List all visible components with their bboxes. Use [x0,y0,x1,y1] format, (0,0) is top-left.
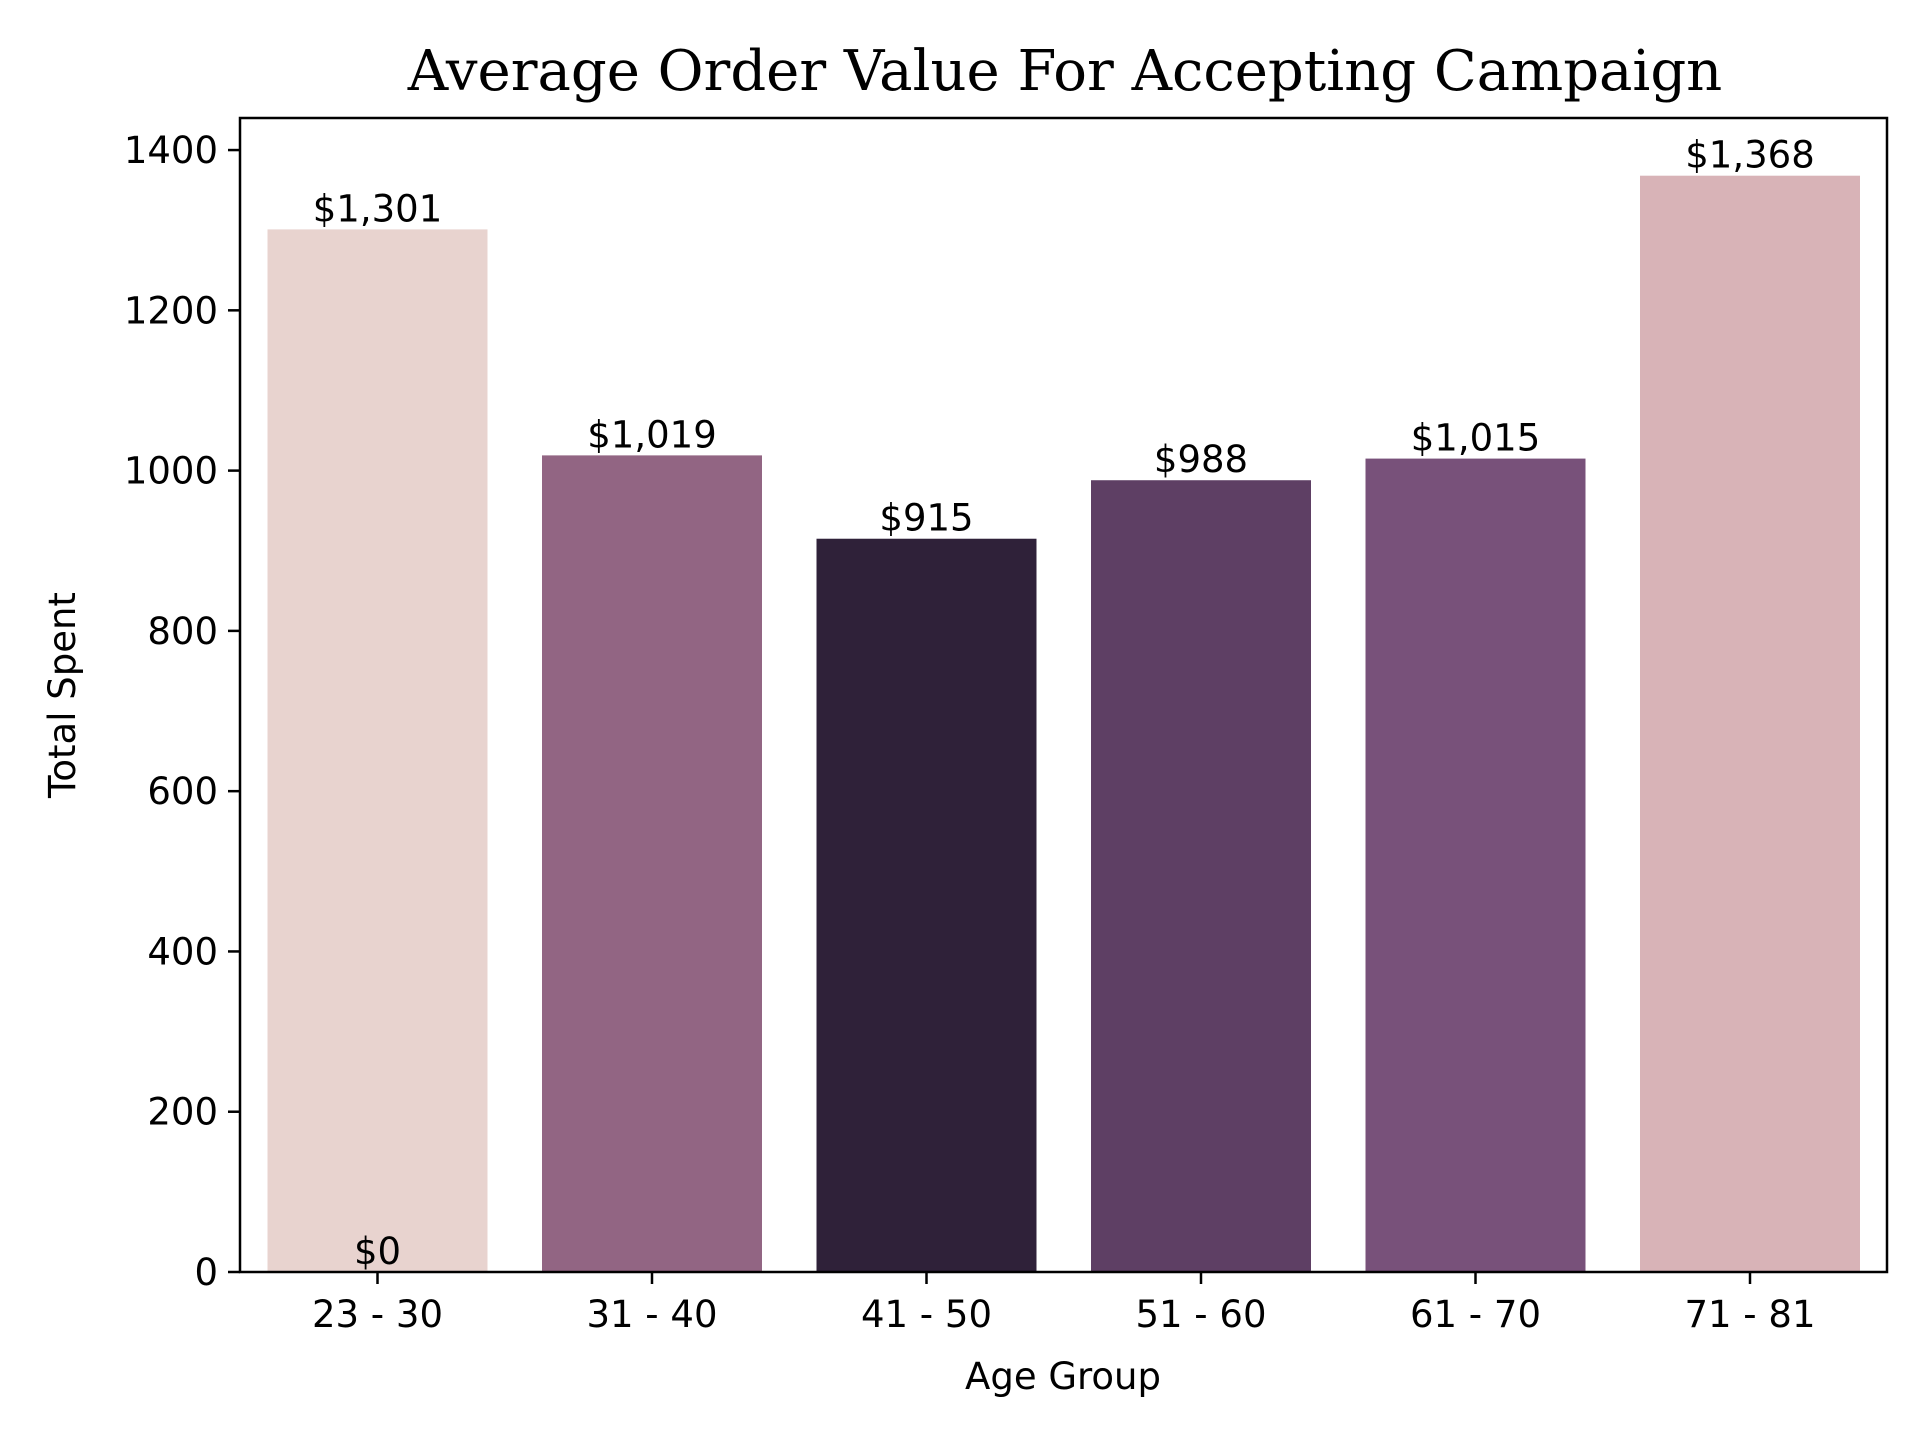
y-tick-label: 1000 [124,450,218,493]
x-axis-label: Age Group [965,1355,1161,1398]
x-tick-label: 31 - 40 [586,1293,717,1336]
y-tick-label: 200 [147,1091,218,1134]
bars-layer [267,175,1860,1273]
y-tick-label: 0 [194,1251,218,1294]
y-axis-label: Total Spent [41,592,84,799]
extra-value-label: $0 [354,1230,401,1273]
y-tick-label: 400 [147,930,218,973]
chart-title: Average Order Value For Accepting Campai… [407,39,1723,104]
axes-layer: 23 - 30 31 - 40 41 - 50 51 - 60 61 - 70 71 - … [124,129,1816,1336]
bar-value-label: $1,301 [313,187,442,230]
x-tick-label: 41 - 50 [861,1293,992,1336]
bar [1365,458,1586,1272]
x-tick-label: 23 - 30 [312,1293,443,1336]
y-tick-label: 800 [147,610,218,653]
y-tick-label: 1200 [124,289,218,332]
data-labels-layer: $1,301 $1,019 $915 $988 $1,015 $1,368 $0 [313,134,1815,1273]
bar-value-label: $915 [879,497,973,540]
x-tick-label: 61 - 70 [1410,1293,1541,1336]
bar [1091,480,1311,1272]
x-tick-label: 51 - 60 [1135,1293,1266,1336]
bar-value-label: $1,368 [1685,134,1814,177]
y-tick-label: 1400 [124,129,218,172]
plot-frame [238,116,1889,1274]
bar [542,455,762,1272]
bar [816,538,1037,1272]
x-tick-label: 71 - 81 [1684,1293,1815,1336]
y-tick-label: 600 [147,770,218,813]
bar [267,229,488,1272]
bar-value-label: $1,019 [587,413,716,456]
bar [1640,175,1860,1273]
bar-value-label: $988 [1154,438,1248,481]
bar-value-label: $1,015 [1411,417,1540,460]
